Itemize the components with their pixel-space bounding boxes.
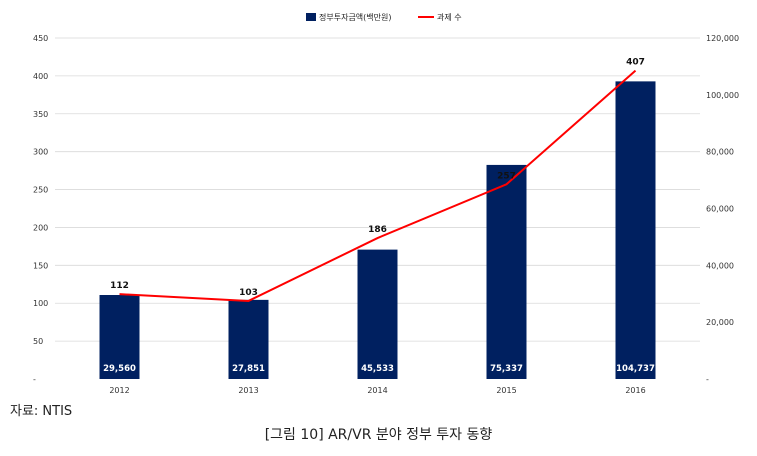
left-axis: 450 400 350 300 250 200 150 100 50 - [33, 34, 48, 384]
left-tick-label: 250 [33, 186, 48, 195]
left-tick-label: 50 [33, 337, 43, 346]
left-tick-label: 200 [33, 223, 48, 232]
line-series: 112 103 186 257 407 [110, 58, 645, 302]
legend-swatch-bar [306, 13, 316, 21]
left-tick-label: 100 [33, 299, 48, 308]
bar [486, 164, 527, 379]
line-value-label: 257 [497, 171, 516, 181]
line-value-label: 112 [110, 281, 129, 291]
right-axis: 120,000 100,000 80,000 60,000 40,000 20,000 - [706, 34, 739, 384]
x-axis: 2012 2013 2014 2015 2016 [109, 386, 645, 395]
line-value-label: 103 [239, 288, 258, 298]
left-tick-label: 350 [33, 110, 48, 119]
legend-label-line: 과제 수 [437, 13, 462, 22]
source-note: 자료: NTIS [10, 404, 73, 419]
left-tick-label: 300 [33, 148, 48, 157]
left-tick-label: - [33, 375, 36, 384]
left-tick-label: 400 [33, 72, 48, 81]
right-tick-label: 60,000 [706, 205, 734, 214]
legend: 정부투자금액(백만원) 과제 수 [306, 12, 462, 22]
bar [99, 295, 140, 379]
bar-series: 29,560 27,851 45,533 75,337 104,737 [99, 81, 656, 379]
bar-value-label: 75,337 [490, 364, 523, 374]
line-path [119, 69, 637, 302]
bar-value-label: 45,533 [361, 364, 394, 374]
x-tick-label: 2016 [625, 386, 645, 395]
right-tick-label: 100,000 [706, 91, 739, 100]
right-tick-label: 120,000 [706, 34, 739, 43]
chart: 450 400 350 300 250 200 150 100 50 - 120,000 100,0… [33, 12, 739, 395]
bar [615, 81, 656, 379]
line-value-label: 407 [626, 58, 645, 68]
x-tick-label: 2013 [238, 386, 258, 395]
x-tick-label: 2015 [496, 386, 516, 395]
x-tick-label: 2012 [109, 386, 129, 395]
bar-value-label: 104,737 [616, 364, 655, 374]
x-tick-label: 2014 [367, 386, 387, 395]
bar [228, 299, 269, 379]
right-tick-label: 40,000 [706, 261, 734, 270]
right-tick-label: 20,000 [706, 318, 734, 327]
line-value-label: 186 [368, 225, 387, 235]
figure-caption: [그림 10] AR/VR 분야 정부 투자 동향 [264, 427, 493, 443]
left-tick-label: 450 [33, 34, 48, 43]
legend-label-bar: 정부투자금액(백만원) [319, 12, 391, 22]
left-tick-label: 150 [33, 261, 48, 270]
right-tick-label: - [706, 375, 709, 384]
bar [357, 249, 398, 379]
right-tick-label: 80,000 [706, 148, 734, 157]
bar-value-label: 29,560 [103, 364, 136, 374]
bar-value-label: 27,851 [232, 364, 265, 374]
